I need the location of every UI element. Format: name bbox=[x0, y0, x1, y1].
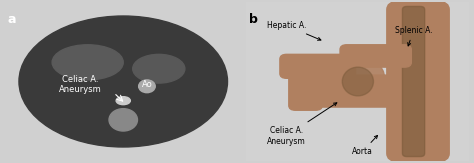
FancyBboxPatch shape bbox=[289, 66, 322, 110]
Ellipse shape bbox=[133, 54, 185, 83]
Text: Splenic A.: Splenic A. bbox=[395, 26, 432, 46]
Ellipse shape bbox=[52, 45, 123, 80]
Text: Aorta: Aorta bbox=[352, 135, 377, 156]
Ellipse shape bbox=[342, 67, 374, 96]
Ellipse shape bbox=[116, 97, 130, 105]
FancyBboxPatch shape bbox=[304, 75, 411, 107]
Text: Ao: Ao bbox=[142, 80, 152, 89]
FancyBboxPatch shape bbox=[387, 2, 449, 161]
Text: b: b bbox=[249, 13, 257, 26]
FancyBboxPatch shape bbox=[402, 6, 425, 157]
Text: a: a bbox=[7, 13, 16, 26]
Text: Hepatic A.: Hepatic A. bbox=[267, 21, 321, 40]
FancyBboxPatch shape bbox=[280, 54, 356, 78]
Text: Celiac A.
Aneurysm: Celiac A. Aneurysm bbox=[267, 103, 337, 146]
FancyBboxPatch shape bbox=[340, 45, 411, 67]
Ellipse shape bbox=[109, 109, 137, 131]
Ellipse shape bbox=[322, 54, 384, 102]
Ellipse shape bbox=[138, 80, 155, 93]
Ellipse shape bbox=[19, 16, 228, 147]
Text: Celiac A.
Aneurysm: Celiac A. Aneurysm bbox=[59, 75, 102, 94]
